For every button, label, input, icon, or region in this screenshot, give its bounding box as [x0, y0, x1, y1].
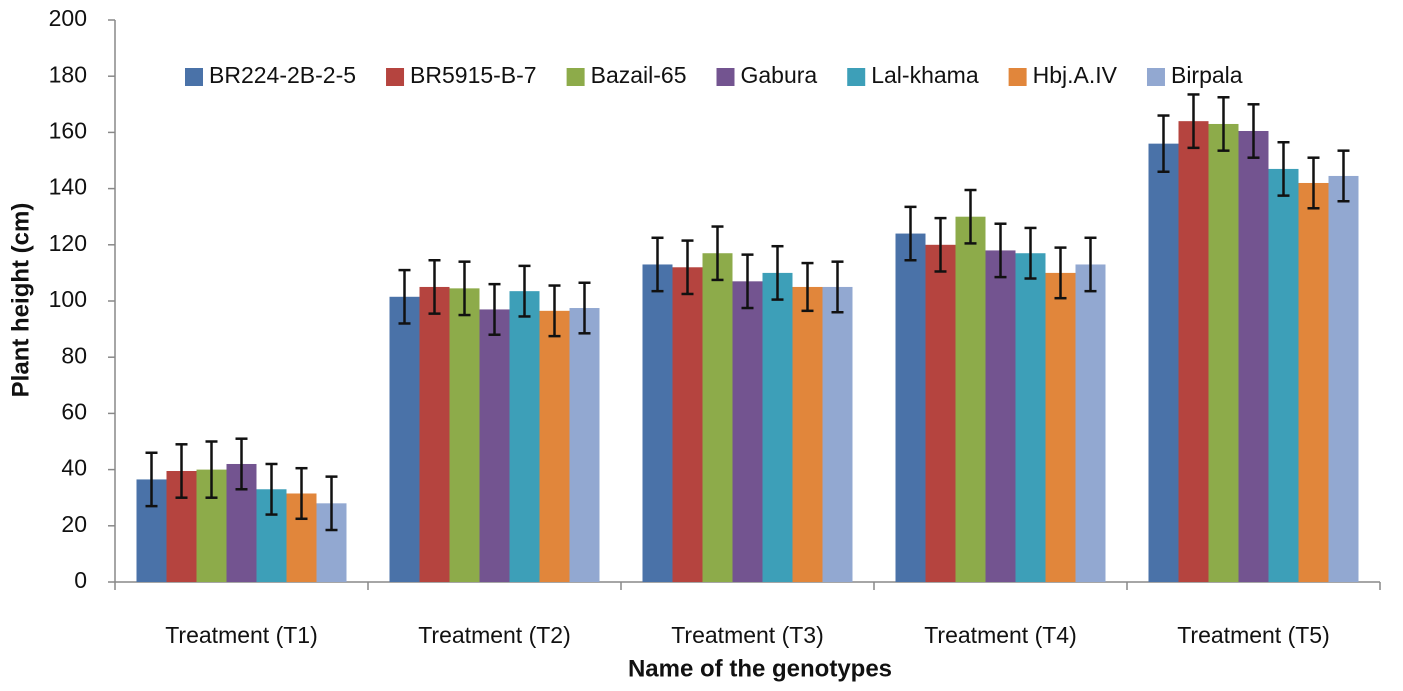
legend-label: Gabura	[741, 62, 818, 88]
error-bar	[711, 225, 724, 282]
bar	[895, 233, 926, 582]
bar	[449, 288, 480, 582]
error-bar	[771, 244, 784, 301]
bar	[1298, 182, 1329, 583]
bar	[642, 264, 673, 582]
legend-swatch	[716, 68, 735, 86]
bar	[509, 291, 540, 582]
error-bar	[265, 462, 278, 516]
error-bar	[1187, 93, 1200, 150]
legend-label: Bazail-65	[591, 62, 687, 88]
bar	[762, 272, 793, 582]
bar	[1015, 253, 1046, 583]
y-tick-label: 80	[61, 342, 87, 368]
y-tick-label: 120	[49, 230, 87, 256]
bar	[822, 286, 853, 582]
x-tick-label: Treatment (T4)	[924, 622, 1077, 648]
bar	[1148, 143, 1179, 582]
legend-swatch	[847, 68, 866, 86]
bar	[1208, 123, 1239, 582]
bar	[1178, 121, 1209, 582]
y-tick-label: 60	[61, 398, 87, 424]
legend-label: BR5915-B-7	[410, 62, 537, 88]
legend-swatch	[566, 68, 585, 86]
legend-label: Birpala	[1171, 62, 1243, 88]
legend-swatch	[386, 68, 405, 86]
bar	[792, 286, 823, 582]
error-bar	[801, 261, 814, 313]
error-bar	[175, 443, 188, 499]
bar	[955, 216, 986, 582]
y-tick-label: 140	[49, 174, 87, 200]
bar	[569, 308, 600, 582]
bar	[1238, 130, 1269, 582]
error-bar	[458, 260, 471, 317]
error-bar	[964, 188, 977, 245]
bar	[925, 244, 956, 583]
y-tick-label: 40	[61, 455, 87, 481]
error-bar	[295, 466, 308, 521]
error-bar	[831, 260, 844, 314]
error-bar	[398, 268, 411, 325]
error-bar	[741, 253, 754, 310]
error-bar	[1217, 96, 1230, 152]
error-bar	[934, 216, 947, 273]
x-tick-label: Treatment (T2)	[418, 622, 571, 648]
error-bar	[548, 284, 561, 338]
y-tick-label: 200	[49, 5, 87, 31]
bar	[539, 310, 570, 582]
error-bar	[904, 205, 917, 262]
error-bar	[428, 259, 441, 315]
bar	[389, 296, 420, 582]
error-bar	[235, 437, 248, 491]
y-axis-title: Plant height (cm)	[7, 203, 34, 398]
error-bar	[1054, 246, 1067, 300]
error-bar	[205, 440, 218, 499]
bar	[985, 250, 1016, 583]
bar	[702, 253, 733, 583]
legend-swatch	[185, 68, 203, 86]
legend-swatch	[1008, 68, 1027, 86]
bar	[1268, 168, 1299, 582]
error-bar	[325, 475, 338, 532]
error-bar	[578, 281, 591, 335]
y-tick-label: 20	[61, 511, 87, 537]
error-bar	[1277, 140, 1290, 197]
legend-label: BR224-2B-2-5	[209, 62, 356, 88]
legend-swatch	[1146, 68, 1165, 86]
error-bar	[681, 239, 694, 296]
x-tick-label: Treatment (T3)	[671, 622, 824, 648]
error-bar	[1157, 114, 1170, 173]
error-bar	[518, 264, 531, 318]
y-tick-label: 180	[49, 61, 87, 87]
bar	[732, 281, 763, 582]
error-bar	[1337, 149, 1350, 203]
error-bar	[145, 451, 158, 508]
y-tick-label: 160	[49, 117, 87, 143]
x-axis-title: Name of the genotypes	[628, 655, 892, 682]
bar	[1328, 175, 1359, 582]
error-bar	[1307, 156, 1320, 210]
error-bar	[1084, 236, 1097, 293]
x-tick-label: Treatment (T5)	[1177, 622, 1330, 648]
error-bar	[994, 222, 1007, 279]
y-tick-label: 100	[49, 286, 87, 312]
error-bar	[651, 236, 664, 293]
error-bar	[1024, 226, 1037, 280]
bar	[479, 309, 510, 582]
legend-label: Lal-khama	[871, 62, 979, 88]
x-tick-label: Treatment (T1)	[165, 622, 318, 648]
bar	[672, 267, 703, 582]
bar	[1045, 272, 1076, 582]
bar	[419, 286, 450, 582]
y-tick-label: 0	[74, 567, 87, 593]
error-bar	[488, 282, 501, 336]
error-bar	[1247, 103, 1260, 159]
bar	[1075, 264, 1106, 582]
legend-label: Hbj.A.IV	[1033, 62, 1118, 88]
